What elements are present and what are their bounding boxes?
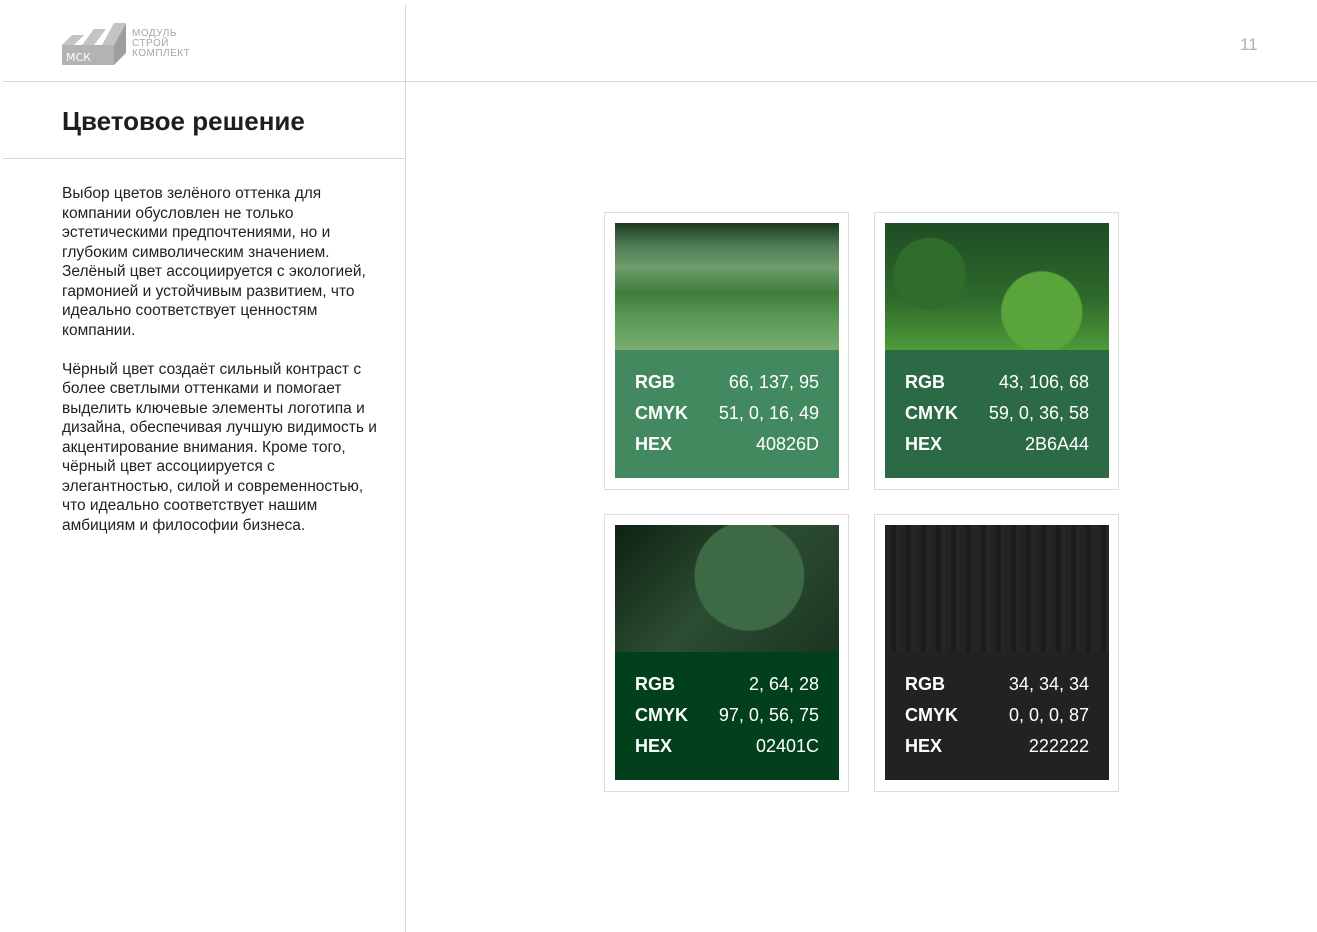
- rgb-label: RGB: [635, 372, 675, 392]
- vertical-divider: [405, 5, 406, 932]
- hex-label: HEX: [905, 736, 943, 756]
- header-divider: [3, 81, 1317, 82]
- hex-value: 222222: [1028, 736, 1089, 756]
- logo-line: КОМПЛЕКТ: [132, 48, 191, 59]
- hex-value: 2B6A44: [1024, 434, 1089, 454]
- leaf-drops-photo: [615, 525, 839, 652]
- color-swatch: RGB 43, 106, 68 CMYK 59, 0, 36, 58 HEX 2B6A…: [885, 350, 1109, 478]
- hex-label: HEX: [635, 434, 673, 454]
- rgb-value: 2, 64, 28: [748, 674, 819, 694]
- cmyk-label: CMYK: [905, 403, 958, 423]
- logo-mark-icon: МСК: [62, 23, 126, 65]
- page-number: 11: [1240, 35, 1258, 54]
- color-card: RGB 66, 137, 95 CMYK 51, 0, 16, 49 HEX 4082…: [604, 212, 849, 490]
- grass-photo: [615, 223, 839, 350]
- title-divider: [3, 158, 405, 159]
- rgb-label: RGB: [905, 674, 945, 694]
- rgb-value: 43, 106, 68: [998, 372, 1089, 392]
- cmyk-label: CMYK: [635, 705, 688, 725]
- cmyk-label: CMYK: [635, 403, 688, 423]
- rgb-value: 34, 34, 34: [1008, 674, 1089, 694]
- page-title: Цветовое решение: [62, 106, 305, 136]
- cmyk-value: 51, 0, 16, 49: [718, 403, 819, 423]
- color-swatch: RGB 2, 64, 28 CMYK 97, 0, 56, 75 HEX 02401C: [615, 652, 839, 780]
- paragraph: Чёрный цвет создаёт сильный контраст с б…: [62, 360, 377, 534]
- logo-line: СТРОЙ: [132, 38, 169, 49]
- cmyk-value: 0, 0, 0, 87: [1008, 705, 1089, 725]
- color-card: RGB 2, 64, 28 CMYK 97, 0, 56, 75 HEX 02401C: [604, 514, 849, 792]
- hex-label: HEX: [635, 736, 673, 756]
- rgb-value: 66, 137, 95: [728, 372, 819, 392]
- dark-wood-photo: [885, 525, 1109, 652]
- svg-text:МСК: МСК: [66, 51, 91, 64]
- paragraph: Выбор цветов зелёного оттенка для компан…: [62, 185, 366, 339]
- color-swatch: RGB 34, 34, 34 CMYK 0, 0, 0, 87 HEX 222222: [885, 652, 1109, 780]
- cmyk-label: CMYK: [905, 705, 958, 725]
- cmyk-value: 97, 0, 56, 75: [718, 705, 819, 725]
- forest-photo: [885, 223, 1109, 350]
- description: Выбор цветов зелёного оттенка для компан…: [62, 184, 382, 555]
- cmyk-value: 59, 0, 36, 58: [988, 403, 1089, 423]
- logo-line: МОДУЛЬ: [132, 28, 177, 39]
- hex-label: HEX: [905, 434, 943, 454]
- color-card: RGB 34, 34, 34 CMYK 0, 0, 0, 87 HEX 222222: [874, 514, 1119, 792]
- color-swatch: RGB 66, 137, 95 CMYK 51, 0, 16, 49 HEX 4082…: [615, 350, 839, 478]
- rgb-label: RGB: [635, 674, 675, 694]
- hex-value: 02401C: [755, 736, 819, 756]
- company-logo: МСК МОДУЛЬ СТРОЙ КОМПЛЕКТ: [62, 23, 190, 65]
- rgb-label: RGB: [905, 372, 945, 392]
- color-card: RGB 43, 106, 68 CMYK 59, 0, 36, 58 HEX 2B6A…: [874, 212, 1119, 490]
- hex-value: 40826D: [755, 434, 819, 454]
